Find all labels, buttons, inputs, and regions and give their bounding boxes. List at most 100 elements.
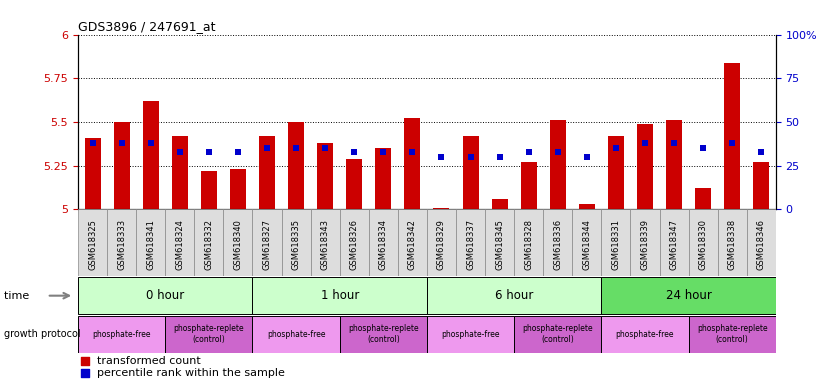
Text: GSM618324: GSM618324	[175, 219, 184, 270]
Text: GSM618337: GSM618337	[466, 219, 475, 270]
Bar	[317, 143, 333, 209]
Bar	[514, 316, 601, 353]
Text: GSM618340: GSM618340	[233, 219, 242, 270]
Point	[726, 140, 739, 146]
Bar	[601, 209, 631, 276]
Point	[667, 140, 681, 146]
Bar	[107, 209, 136, 276]
Bar	[608, 136, 624, 209]
Text: GSM618325: GSM618325	[88, 219, 97, 270]
Bar	[689, 209, 718, 276]
Text: GSM618346: GSM618346	[757, 219, 766, 270]
Point	[115, 140, 128, 146]
Point	[173, 149, 186, 155]
Point	[639, 140, 652, 146]
Text: GSM618342: GSM618342	[408, 219, 417, 270]
Bar	[253, 277, 427, 314]
Bar	[747, 209, 776, 276]
Bar	[427, 316, 514, 353]
Bar	[666, 120, 682, 209]
Bar	[718, 209, 747, 276]
Point	[202, 149, 215, 155]
Bar	[165, 209, 195, 276]
Bar	[572, 209, 601, 276]
Text: GSM618338: GSM618338	[727, 219, 736, 270]
Bar	[346, 159, 362, 209]
Bar	[78, 277, 253, 314]
Bar	[78, 316, 165, 353]
Text: transformed count: transformed count	[97, 356, 201, 366]
Point	[754, 149, 768, 155]
Bar	[631, 209, 659, 276]
Point	[319, 145, 332, 151]
Point	[464, 154, 477, 160]
Bar	[544, 209, 572, 276]
Point	[79, 358, 92, 364]
Point	[232, 149, 245, 155]
Point	[347, 149, 360, 155]
Bar	[601, 316, 689, 353]
Text: phosphate-free: phosphate-free	[267, 329, 325, 339]
Point	[290, 145, 303, 151]
Bar	[375, 148, 392, 209]
Bar	[310, 209, 340, 276]
Point	[551, 149, 564, 155]
Bar	[195, 209, 223, 276]
Text: 6 hour: 6 hour	[495, 289, 534, 302]
Text: GSM618328: GSM618328	[524, 219, 533, 270]
Bar	[550, 120, 566, 209]
Bar	[601, 277, 776, 314]
Bar	[223, 209, 253, 276]
Text: GSM618332: GSM618332	[204, 219, 213, 270]
Point	[86, 140, 99, 146]
Bar	[78, 209, 107, 276]
Point	[144, 140, 158, 146]
Bar	[492, 199, 507, 209]
Text: GSM618326: GSM618326	[350, 219, 359, 270]
Bar	[521, 162, 537, 209]
Bar	[462, 136, 479, 209]
Point	[435, 154, 448, 160]
Bar	[427, 277, 601, 314]
Bar	[340, 209, 369, 276]
Bar	[427, 209, 456, 276]
Text: 24 hour: 24 hour	[666, 289, 712, 302]
Text: GSM618334: GSM618334	[378, 219, 388, 270]
Text: growth protocol: growth protocol	[4, 329, 84, 339]
Text: 0 hour: 0 hour	[146, 289, 185, 302]
Point	[406, 149, 419, 155]
Bar	[288, 122, 304, 209]
Text: GSM618345: GSM618345	[495, 219, 504, 270]
Text: GSM618344: GSM618344	[582, 219, 591, 270]
Text: phosphate-free: phosphate-free	[92, 329, 151, 339]
Text: phosphate-free: phosphate-free	[616, 329, 674, 339]
Text: phosphate-replete
(control): phosphate-replete (control)	[348, 324, 419, 344]
Bar	[340, 316, 427, 353]
Text: GSM618329: GSM618329	[437, 219, 446, 270]
Bar	[172, 136, 188, 209]
Text: GSM618333: GSM618333	[117, 219, 126, 270]
Point	[580, 154, 594, 160]
Point	[522, 149, 535, 155]
Bar	[136, 209, 165, 276]
Bar	[689, 316, 776, 353]
Bar	[85, 137, 100, 209]
Text: GSM618331: GSM618331	[612, 219, 621, 270]
Text: time: time	[4, 291, 33, 301]
Bar	[724, 63, 741, 209]
Text: phosphate-replete
(control): phosphate-replete (control)	[522, 324, 593, 344]
Text: 1 hour: 1 hour	[320, 289, 359, 302]
Text: GSM618327: GSM618327	[263, 219, 272, 270]
Bar	[398, 209, 427, 276]
Bar	[514, 209, 544, 276]
Bar	[433, 207, 449, 209]
Bar	[485, 209, 514, 276]
Point	[493, 154, 507, 160]
Bar	[637, 124, 653, 209]
Text: phosphate-replete
(control): phosphate-replete (control)	[697, 324, 768, 344]
Bar	[405, 118, 420, 209]
Text: GSM618336: GSM618336	[553, 219, 562, 270]
Bar	[113, 122, 130, 209]
Bar	[659, 209, 689, 276]
Point	[377, 149, 390, 155]
